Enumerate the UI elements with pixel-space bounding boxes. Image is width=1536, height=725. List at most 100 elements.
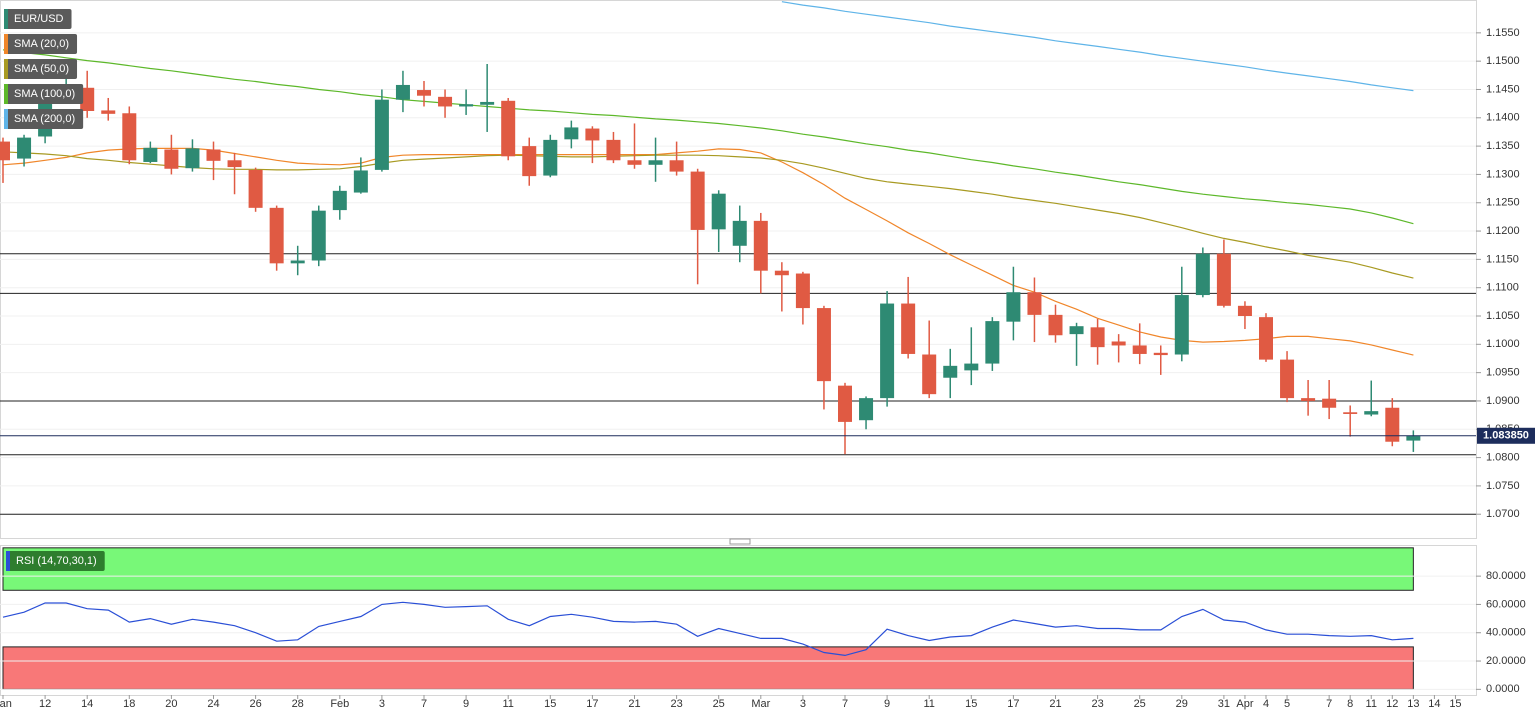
candle-body xyxy=(627,160,642,165)
candle-body xyxy=(417,90,431,96)
x-tick-label: Feb xyxy=(330,698,349,710)
candle-body xyxy=(1153,352,1168,356)
candle-body xyxy=(753,220,768,271)
main-plot xyxy=(0,1,1476,515)
x-tick-label: 23 xyxy=(1091,698,1103,710)
candle-body xyxy=(353,170,368,193)
candle-body xyxy=(143,147,158,162)
y-tick-label: 1.1350 xyxy=(1486,140,1520,152)
candle-body xyxy=(1343,412,1358,414)
x-tick-label: 7 xyxy=(1326,698,1332,710)
candle-body xyxy=(1364,411,1379,415)
y-tick-label: 1.0800 xyxy=(1486,451,1520,463)
y-tick-label: 1.0950 xyxy=(1486,367,1520,379)
last-price-box xyxy=(1477,427,1535,444)
y-tick-label: 80.0000 xyxy=(1486,570,1526,582)
y-tick-label: 1.1200 xyxy=(1486,225,1520,237)
x-tick-label: 23 xyxy=(670,698,682,710)
sma-line xyxy=(2,151,1414,279)
candle-body xyxy=(101,110,116,114)
legend-swatch xyxy=(6,551,10,571)
sma-line xyxy=(781,1,1414,92)
candle-body xyxy=(606,139,621,161)
x-tick-label: 11 xyxy=(1366,698,1377,710)
legend-box xyxy=(6,551,105,571)
panel-resize-handle[interactable] xyxy=(729,538,751,545)
candle-body xyxy=(185,148,200,169)
rsi-plot xyxy=(0,547,1476,690)
x-tick-label: 24 xyxy=(207,698,219,710)
rsi-zone xyxy=(2,547,1414,591)
x-tick-label: 4 xyxy=(1263,698,1269,710)
x-tick-label: 7 xyxy=(421,698,427,710)
candle-body xyxy=(269,207,284,264)
y-tick-label: 1.1500 xyxy=(1486,55,1520,67)
y-tick-label: 1.0750 xyxy=(1486,480,1520,492)
candle-body xyxy=(816,308,831,382)
x-tick-label: 18 xyxy=(123,698,135,710)
x-tick-label: 15 xyxy=(1449,698,1461,710)
candle-body xyxy=(395,84,410,100)
candle-body xyxy=(964,363,979,371)
candle-body xyxy=(501,100,516,157)
x-tick-label: 21 xyxy=(1049,698,1061,710)
candle-body xyxy=(795,273,810,309)
x-tick-label: 11 xyxy=(502,698,513,710)
legend-swatch xyxy=(4,84,8,104)
candle-body xyxy=(585,128,600,141)
candle-body xyxy=(1385,407,1400,442)
candle-body xyxy=(669,160,684,172)
x-tick-label: 9 xyxy=(884,698,890,710)
legend-box xyxy=(4,34,78,54)
x-tick-label: 8 xyxy=(1347,698,1353,710)
legend-box xyxy=(4,9,72,29)
candle-body xyxy=(80,87,95,111)
candle-body xyxy=(290,260,305,264)
x-tick-label: 25 xyxy=(713,698,725,710)
x-tick-label: 29 xyxy=(1176,698,1188,710)
candle-body xyxy=(0,141,10,161)
candle-body xyxy=(901,303,916,354)
candle-body xyxy=(1259,317,1273,360)
candle-body xyxy=(227,160,242,168)
x-tick-label: Mar xyxy=(751,698,770,710)
candle-body xyxy=(1111,341,1126,346)
rsi-zone xyxy=(2,646,1414,690)
legend-swatch xyxy=(4,9,8,29)
candle-body xyxy=(859,398,874,421)
y-tick-label: 1.1050 xyxy=(1486,310,1520,322)
y-tick-label: 1.0700 xyxy=(1486,508,1520,520)
candle-body xyxy=(1322,398,1337,408)
candle-body xyxy=(164,149,179,169)
y-tick-label: 1.1400 xyxy=(1486,112,1520,124)
x-tick-label: 9 xyxy=(463,698,469,710)
y-tick-label: 1.1550 xyxy=(1486,27,1520,39)
candle-body xyxy=(648,160,663,165)
x-tick-label: 7 xyxy=(842,698,848,710)
rsi-panel-border xyxy=(0,545,1477,696)
x-tick-label: Jan xyxy=(0,698,12,710)
x-tick-label: 17 xyxy=(586,698,598,710)
x-tick-label: Apr xyxy=(1236,698,1253,710)
candle-body xyxy=(1048,314,1063,336)
legend-label: SMA (200,0) xyxy=(14,113,75,125)
x-tick-label: 17 xyxy=(1007,698,1019,710)
candle-body xyxy=(1406,436,1421,441)
candle-body xyxy=(459,104,474,107)
x-tick-label: 25 xyxy=(1134,698,1146,710)
legend-swatch xyxy=(4,34,8,54)
candle-body xyxy=(922,354,937,395)
y-tick-label: 1.1250 xyxy=(1486,197,1520,209)
x-tick-label: 3 xyxy=(800,698,806,710)
candle-body xyxy=(1069,326,1084,335)
x-tick-label: 5 xyxy=(1284,698,1290,710)
candle-body xyxy=(374,99,389,170)
legend-label: SMA (20,0) xyxy=(14,38,69,50)
x-tick-label: 28 xyxy=(292,698,304,710)
candle-body xyxy=(438,96,453,107)
x-tick-label: 14 xyxy=(1428,698,1440,710)
y-tick-label: 1.1450 xyxy=(1486,83,1520,95)
x-tick-label: 3 xyxy=(379,698,385,710)
